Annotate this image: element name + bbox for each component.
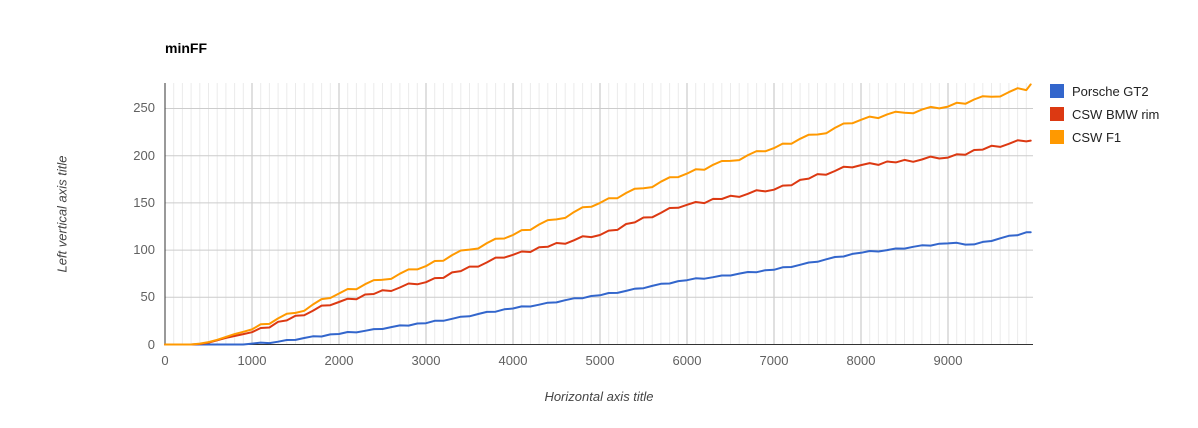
y-tick-label-250: 250 [133, 100, 155, 116]
legend-item-csw-f1[interactable]: CSW F1 [1050, 129, 1159, 145]
legend-swatch-csw-bmw-rim [1050, 107, 1064, 121]
x-tick-label-8000: 8000 [846, 353, 876, 368]
x-tick-label-3000: 3000 [411, 353, 441, 368]
x-tick-label-1000: 1000 [237, 353, 267, 368]
x-tick-label-7000: 7000 [759, 353, 789, 368]
series-line-csw-f1[interactable] [164, 83, 1032, 346]
legend-label-porsche-gt2: Porsche GT2 [1072, 83, 1149, 99]
y-tick-label-100: 100 [133, 242, 155, 258]
legend: Porsche GT2 CSW BMW rim CSW F1 [1050, 84, 1159, 153]
y-tick-label-200: 200 [133, 147, 155, 163]
x-tick-label-2000: 2000 [324, 353, 354, 368]
legend-swatch-porsche-gt2 [1050, 84, 1064, 98]
y-axis-title: Left vertical axis title [54, 155, 70, 273]
y-tick-label-0: 0 [147, 336, 155, 352]
y-tick-label-150: 150 [133, 194, 155, 210]
y-tick-label-50: 50 [140, 289, 155, 305]
x-tick-label-6000: 6000 [672, 353, 702, 368]
x-axis-title: Horizontal axis title [544, 389, 654, 404]
series-line-porsche-gt2[interactable] [164, 231, 1032, 346]
x-tick-label-9000: 9000 [933, 353, 963, 368]
legend-swatch-csw-f1 [1050, 130, 1064, 144]
legend-item-csw-bmw-rim[interactable]: CSW BMW rim [1050, 106, 1160, 122]
series-line-csw-bmw-rim[interactable] [164, 139, 1032, 346]
x-tick-label-5000: 5000 [585, 353, 615, 368]
legend-label-csw-bmw-rim: CSW BMW rim [1072, 106, 1160, 122]
chart-title: minFF [165, 40, 207, 56]
x-tick-label-0: 0 [161, 353, 169, 368]
legend-item-porsche-gt2[interactable]: Porsche GT2 [1050, 83, 1159, 99]
legend-label-csw-f1: CSW F1 [1072, 129, 1122, 145]
x-tick-label-4000: 4000 [498, 353, 528, 368]
